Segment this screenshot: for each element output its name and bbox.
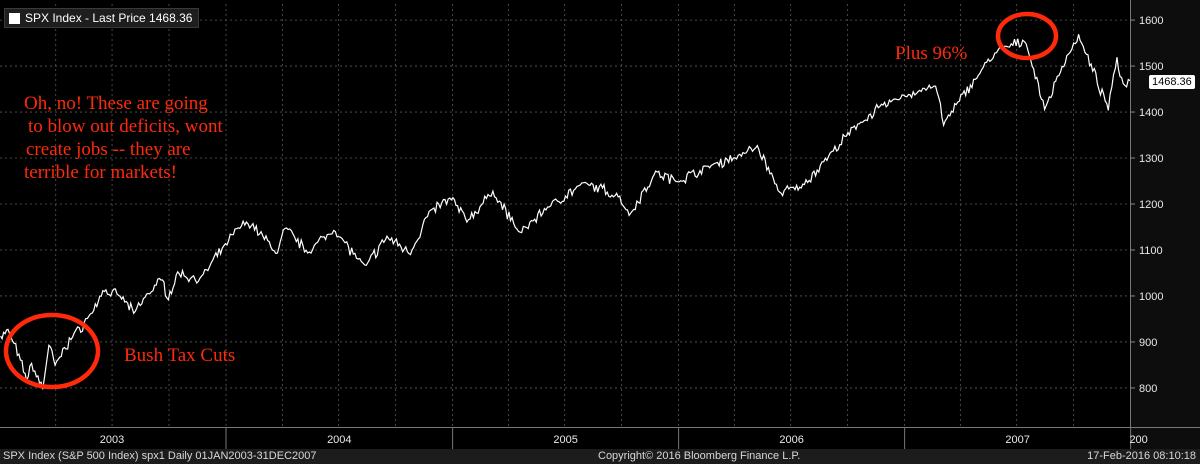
gain-annotation: Plus 96%	[895, 43, 968, 64]
deficits-line-4: terrible for markets!	[24, 162, 177, 183]
last-price-tag: 1468.36	[1149, 75, 1195, 89]
deficits-line-1: Oh, no! These are going	[24, 93, 208, 114]
y-tick-label-900: 900	[1139, 337, 1157, 349]
y-tick-label-1200: 1200	[1139, 199, 1163, 211]
y-tick-label-1300: 1300	[1139, 153, 1163, 165]
footer-timestamp: 17-Feb-2016 08:10:18	[1087, 450, 1196, 462]
x-tick-label-2007: 2007	[1005, 434, 1029, 446]
x-tick-label-2003: 2003	[100, 434, 124, 446]
footer-copyright: Copyright© 2016 Bloomberg Finance L.P.	[598, 450, 801, 462]
tax-cuts-annotation: Bush Tax Cuts	[124, 345, 236, 366]
deficits-line-2: to blow out deficits, wont	[28, 116, 223, 137]
y-tick-label-1000: 1000	[1139, 291, 1163, 303]
legend: SPX Index - Last Price 1468.36	[4, 8, 200, 28]
y-axis-panel	[1130, 0, 1200, 449]
x-tick-label-200: 200	[1129, 434, 1147, 446]
x-tick-label-2005: 2005	[553, 434, 577, 446]
y-axis-ticks: 800 900 1000 1100 1200 1300 1400 1500 1600	[1130, 0, 1163, 427]
y-tick-label-1100: 1100	[1139, 245, 1163, 257]
y-tick-label-1600: 1600	[1139, 15, 1163, 27]
legend-swatch	[9, 12, 20, 24]
tax-cuts-circle	[3, 312, 101, 390]
deficits-annotation: Oh, no! These are going to blow out defi…	[24, 92, 223, 184]
x-axis-ticks: 2003 2004 2005 2006 2007 200	[0, 427, 1200, 446]
y-tick-label-800: 800	[1139, 383, 1157, 395]
footer-bar: SPX Index (S&P 500 Index) spx1 Daily 01J…	[0, 449, 1200, 464]
footer-security-info: SPX Index (S&P 500 Index) spx1 Daily 01J…	[3, 450, 317, 462]
legend-label: SPX Index - Last Price 1468.36	[25, 11, 193, 25]
deficits-line-3: create jobs -- they are	[26, 139, 191, 160]
peak-circle	[995, 11, 1059, 61]
year-separators	[225, 427, 1132, 449]
y-tick-label-1400: 1400	[1139, 107, 1163, 119]
x-tick-label-2006: 2006	[779, 434, 803, 446]
y-tick-label-1500: 1500	[1139, 61, 1163, 73]
spx-price-line	[0, 34, 1131, 390]
grid	[0, 4, 1130, 427]
annotation-circles	[3, 11, 1059, 390]
x-tick-label-2004: 2004	[327, 434, 351, 446]
